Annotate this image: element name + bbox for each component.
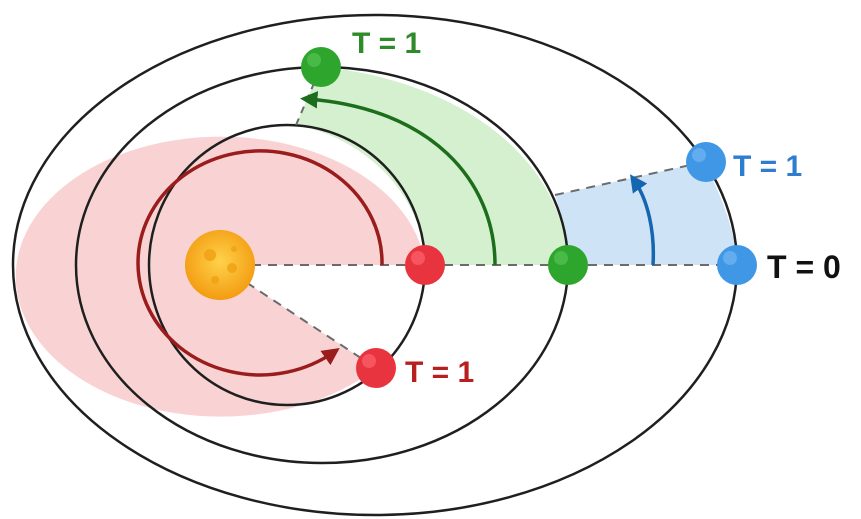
green-planet-end-icon — [301, 47, 341, 87]
blue-swept-area — [555, 162, 737, 265]
blue-planet-start-icon — [717, 245, 757, 285]
red-planet-end-icon — [356, 348, 396, 388]
sun-icon — [185, 230, 255, 300]
green-sweep-arrow — [300, 91, 497, 266]
label-t1-red: T = 1 — [405, 356, 474, 389]
label-t0: T = 0 — [767, 249, 841, 285]
red-planet-start-icon — [405, 245, 445, 285]
label-t1-blue: T = 1 — [733, 150, 802, 183]
blue-planet-end-icon — [686, 142, 726, 182]
red-sweep-arrow — [136, 149, 384, 377]
blue-sweep-arrow — [629, 174, 656, 266]
green-swept-area — [296, 67, 568, 265]
label-t1-green: T = 1 — [352, 27, 421, 60]
green-planet-start-icon — [548, 245, 588, 285]
